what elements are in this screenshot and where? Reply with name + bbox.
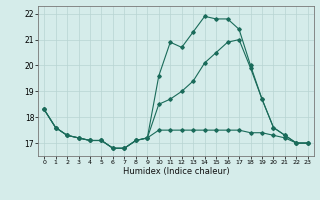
X-axis label: Humidex (Indice chaleur): Humidex (Indice chaleur) [123,167,229,176]
